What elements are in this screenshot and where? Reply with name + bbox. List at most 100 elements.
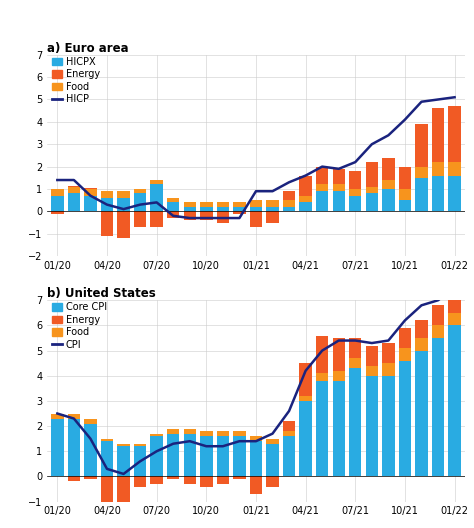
Bar bbox=[233, 436, 246, 476]
Bar bbox=[250, 207, 262, 211]
Bar bbox=[200, 476, 212, 486]
Bar bbox=[250, 200, 262, 207]
Bar bbox=[101, 476, 113, 502]
Bar bbox=[333, 381, 345, 476]
Bar bbox=[316, 184, 328, 191]
Bar bbox=[399, 328, 411, 348]
Bar bbox=[300, 396, 312, 401]
Bar bbox=[250, 441, 262, 476]
Bar bbox=[200, 431, 212, 436]
Bar bbox=[399, 348, 411, 361]
Bar bbox=[432, 162, 444, 175]
Bar bbox=[333, 371, 345, 381]
Bar bbox=[266, 211, 279, 222]
Bar bbox=[349, 368, 362, 476]
Bar bbox=[333, 169, 345, 184]
Bar bbox=[51, 211, 64, 214]
Bar bbox=[217, 202, 229, 207]
Bar bbox=[365, 162, 378, 187]
Bar bbox=[432, 325, 444, 338]
Bar bbox=[150, 433, 163, 436]
Bar bbox=[448, 290, 461, 313]
Bar bbox=[283, 200, 295, 207]
Bar bbox=[432, 338, 444, 476]
Bar bbox=[84, 476, 97, 479]
Bar bbox=[250, 211, 262, 227]
Text: b) United States: b) United States bbox=[47, 287, 156, 300]
Bar bbox=[266, 444, 279, 476]
Bar bbox=[217, 476, 229, 484]
Bar bbox=[333, 191, 345, 211]
Bar bbox=[118, 476, 130, 502]
Bar bbox=[365, 187, 378, 193]
Bar bbox=[300, 196, 312, 202]
Bar bbox=[68, 186, 80, 187]
Bar bbox=[183, 476, 196, 484]
Bar bbox=[134, 211, 146, 227]
Bar bbox=[68, 419, 80, 476]
Bar bbox=[134, 476, 146, 486]
Bar bbox=[432, 175, 444, 211]
Bar bbox=[382, 376, 394, 476]
Bar bbox=[283, 191, 295, 200]
Bar bbox=[382, 180, 394, 189]
Bar bbox=[266, 200, 279, 207]
Bar bbox=[316, 167, 328, 184]
Bar bbox=[134, 189, 146, 193]
Bar bbox=[333, 184, 345, 191]
Legend: HICPX, Energy, Food, HICP: HICPX, Energy, Food, HICP bbox=[52, 57, 100, 104]
Bar bbox=[217, 207, 229, 211]
Bar bbox=[300, 202, 312, 211]
Bar bbox=[101, 191, 113, 198]
Bar bbox=[349, 189, 362, 196]
Bar bbox=[51, 419, 64, 476]
Bar bbox=[250, 436, 262, 441]
Bar bbox=[382, 158, 394, 180]
Bar bbox=[167, 202, 179, 211]
Bar bbox=[118, 211, 130, 238]
Bar bbox=[415, 124, 428, 167]
Bar bbox=[283, 207, 295, 211]
Bar bbox=[68, 193, 80, 211]
Bar bbox=[68, 476, 80, 482]
Bar bbox=[415, 351, 428, 476]
Bar bbox=[365, 366, 378, 376]
Bar bbox=[283, 421, 295, 431]
Bar bbox=[118, 191, 130, 198]
Bar bbox=[101, 211, 113, 236]
Bar bbox=[399, 200, 411, 211]
Bar bbox=[167, 211, 179, 218]
Bar bbox=[51, 413, 64, 419]
Bar bbox=[167, 429, 179, 433]
Bar bbox=[118, 198, 130, 211]
Bar bbox=[283, 431, 295, 436]
Bar bbox=[316, 373, 328, 381]
Bar bbox=[233, 431, 246, 436]
Bar bbox=[84, 419, 97, 423]
Bar bbox=[448, 106, 461, 162]
Bar bbox=[349, 196, 362, 211]
Bar bbox=[300, 401, 312, 476]
Bar bbox=[448, 313, 461, 325]
Bar bbox=[150, 180, 163, 184]
Bar bbox=[200, 207, 212, 211]
Bar bbox=[415, 167, 428, 178]
Bar bbox=[183, 211, 196, 220]
Bar bbox=[84, 196, 97, 211]
Bar bbox=[300, 175, 312, 196]
Bar bbox=[448, 175, 461, 211]
Bar bbox=[415, 320, 428, 338]
Bar bbox=[217, 436, 229, 476]
Bar bbox=[150, 476, 163, 484]
Bar bbox=[283, 436, 295, 476]
Bar bbox=[316, 381, 328, 476]
Bar bbox=[432, 305, 444, 325]
Bar bbox=[200, 436, 212, 476]
Bar bbox=[399, 189, 411, 200]
Bar bbox=[150, 184, 163, 211]
Bar bbox=[316, 335, 328, 373]
Bar bbox=[399, 167, 411, 189]
Bar bbox=[448, 325, 461, 476]
Bar bbox=[300, 363, 312, 396]
Bar bbox=[316, 191, 328, 211]
